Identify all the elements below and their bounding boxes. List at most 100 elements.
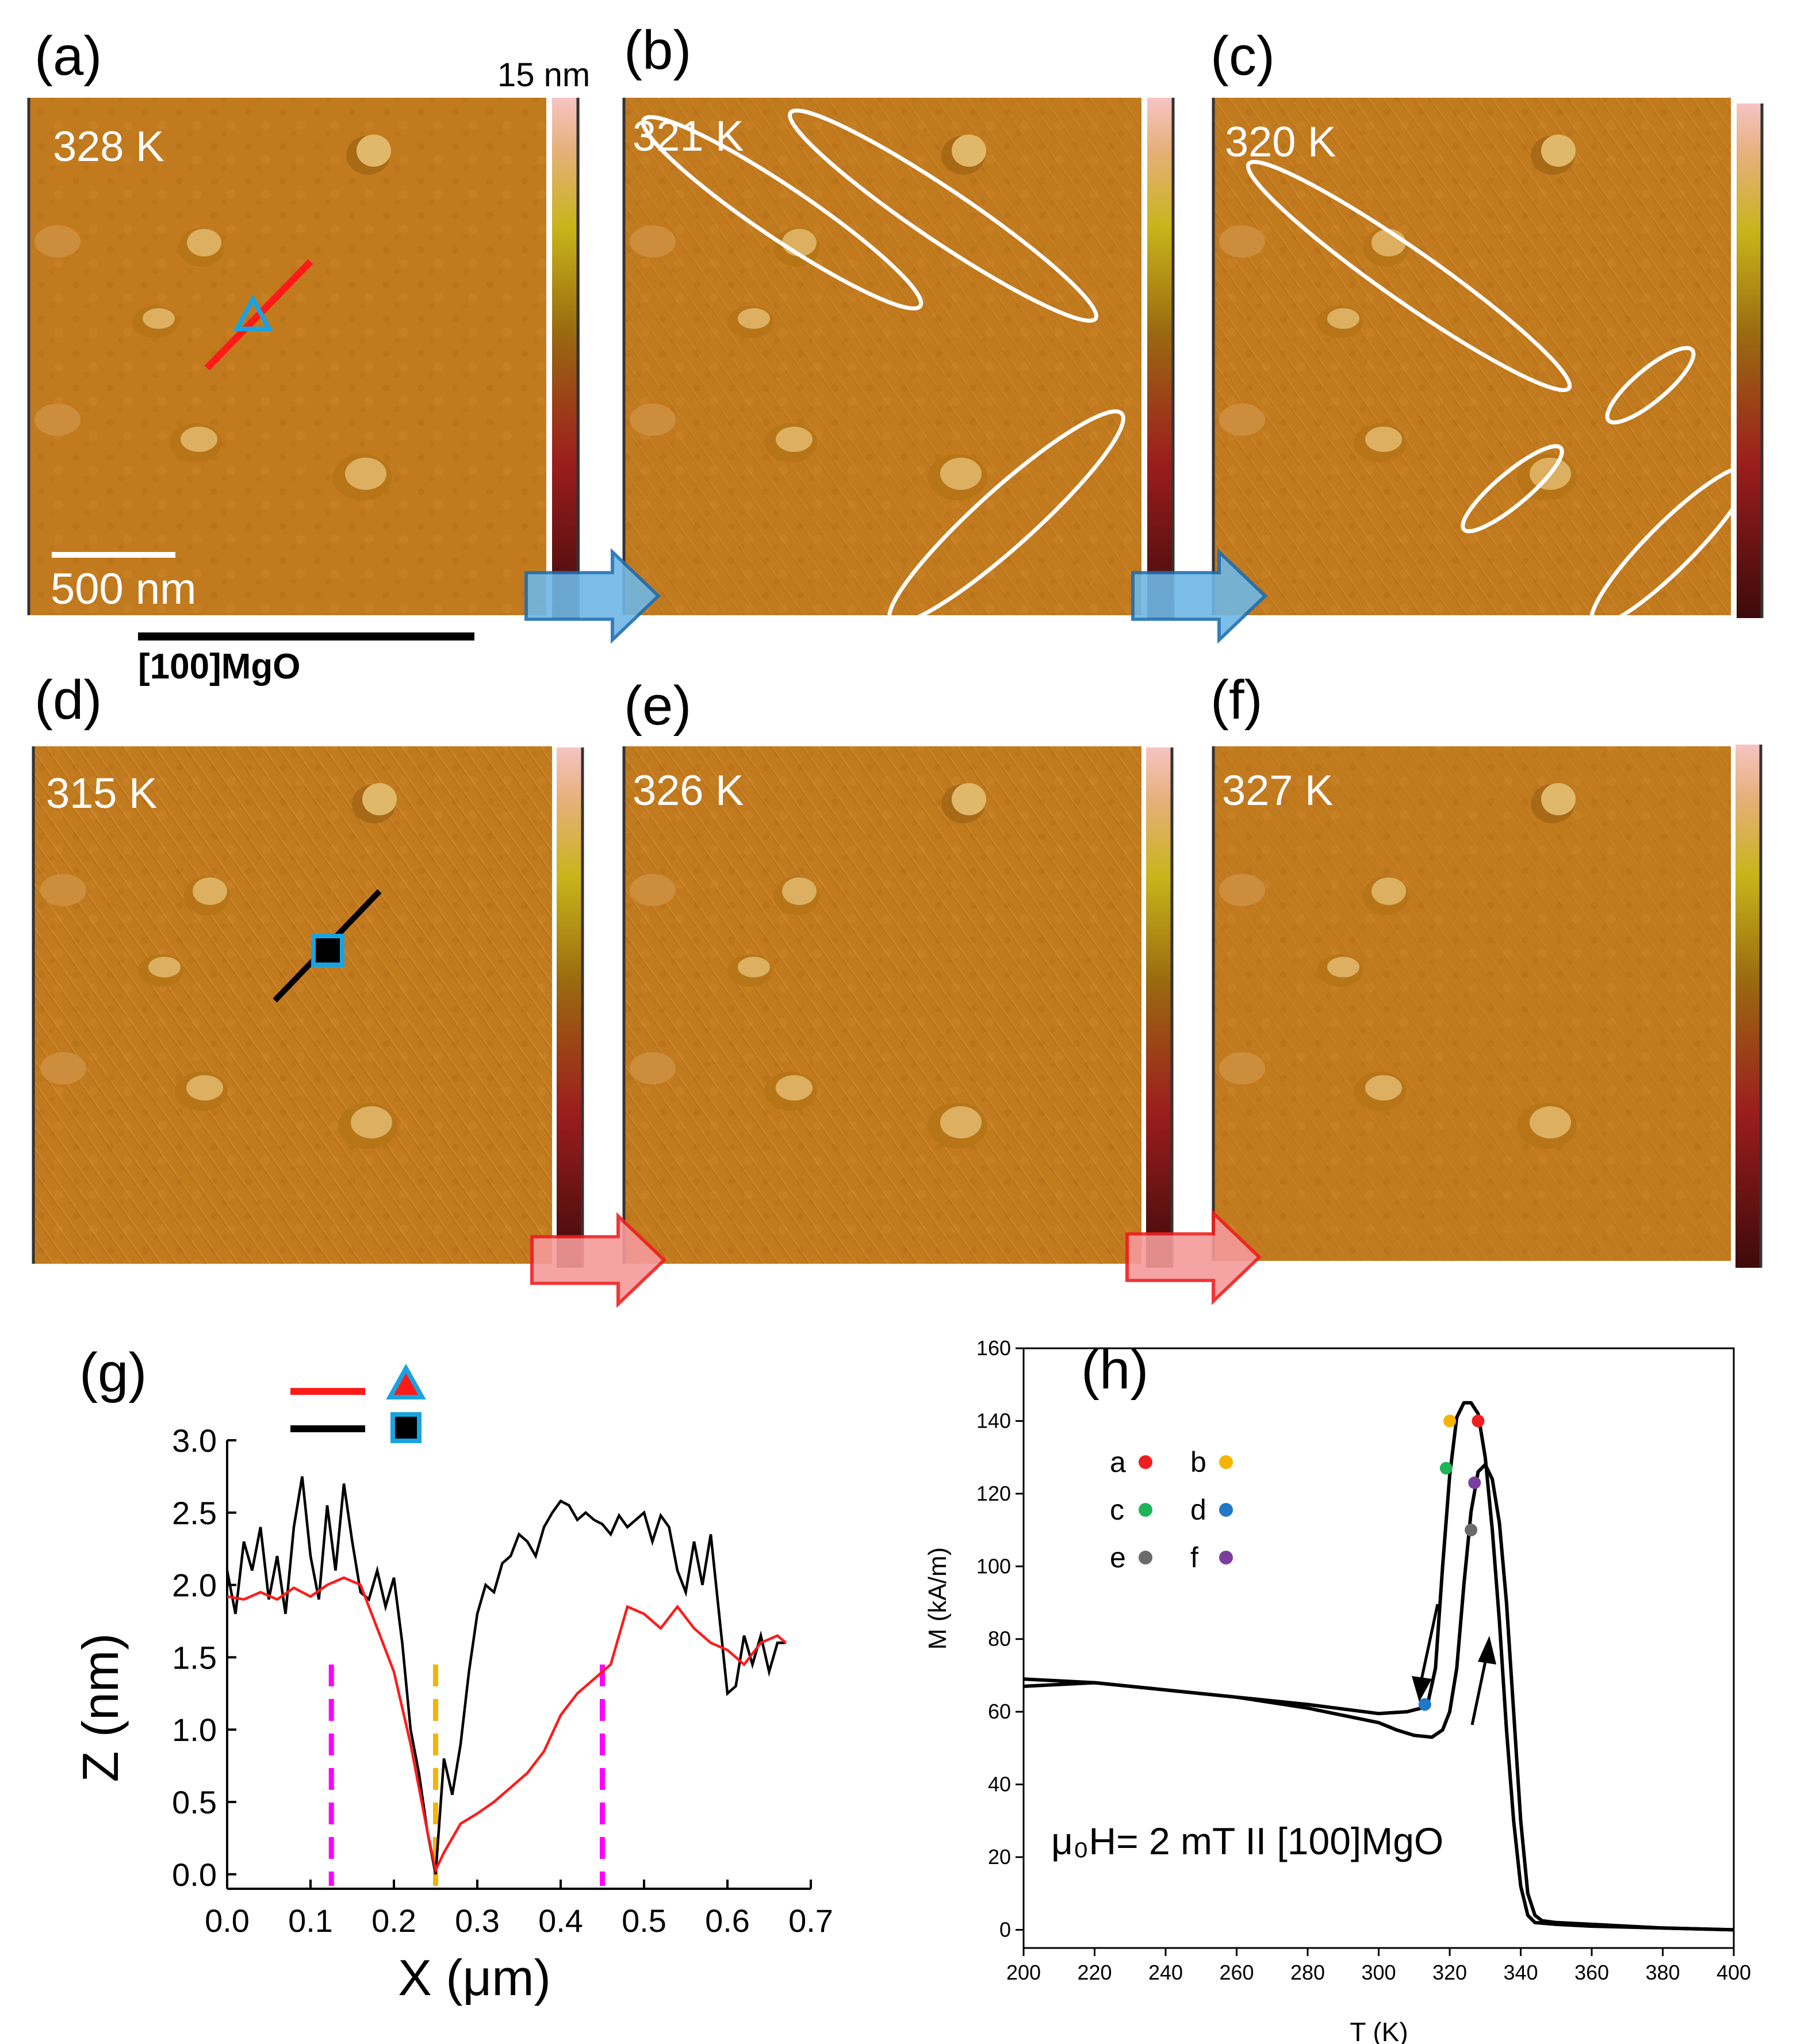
chart-g-y-tick-label: 1.0 <box>172 1712 217 1748</box>
panel-a: (a) 328 K 500 nm <box>27 25 546 615</box>
chart-h-x-tick-label: 340 <box>1503 1961 1538 1984</box>
chart-h-y-tick-label: 20 <box>988 1845 1011 1869</box>
chart-g-x-tick-label: 0.2 <box>371 1903 416 1939</box>
colorbar-max-label: 15 nm <box>497 56 590 94</box>
panel-b-label: (b) <box>624 20 691 81</box>
panel-d-temperature: 315 K <box>46 769 157 817</box>
chart-h-x-tick-label: 380 <box>1645 1961 1680 1984</box>
chart-g-y-tick-label: 3.0 <box>172 1422 217 1459</box>
domain-ellipse <box>641 115 924 310</box>
chart-g-series-black <box>225 1476 786 1875</box>
chart-h-x-tick-label: 360 <box>1574 1961 1609 1984</box>
triangle-marker <box>233 294 273 331</box>
chart-h-legend-dot <box>1139 1503 1152 1517</box>
chart-h-y-tick-label: 120 <box>976 1482 1011 1505</box>
chart-h-xlabel: T (K) <box>1350 2017 1408 2044</box>
chart-g-y-tick-label: 2.0 <box>172 1567 217 1604</box>
chart-h-legend-dot <box>1139 1551 1152 1564</box>
chart-h-y-tick-label: 140 <box>976 1409 1011 1432</box>
direction-label: [100]MgO <box>138 647 300 687</box>
chart-h-legend-dot <box>1219 1551 1233 1564</box>
square-marker <box>311 934 344 967</box>
chart-h-x-tick-label: 320 <box>1432 1961 1467 1984</box>
chart-h-x-tick-label: 260 <box>1219 1961 1254 1984</box>
chart-h-point-e <box>1465 1524 1478 1537</box>
chart-h-point-a <box>1472 1414 1485 1428</box>
panel-f-label: (f) <box>1210 669 1263 731</box>
colorbar-b <box>1147 98 1175 618</box>
cooling-arrowhead <box>1412 1676 1432 1702</box>
panel-e-label: (e) <box>624 675 691 737</box>
chart-h-y-tick-label: 60 <box>988 1700 1011 1723</box>
chart-g-x-tick-label: 0.3 <box>455 1903 500 1939</box>
chart-h-x-tick-label: 300 <box>1361 1961 1396 1984</box>
chart-h-point-f <box>1468 1476 1481 1489</box>
scale-bar-label: 500 nm <box>51 565 197 613</box>
chart-g-x-tick-label: 0.6 <box>705 1903 750 1939</box>
chart-h-x-tick-label: 200 <box>1006 1961 1041 1984</box>
chart-h-x-tick-label: 280 <box>1290 1961 1325 1984</box>
domain-ellipse <box>788 108 1098 323</box>
chart-g-x-tick-label: 0.7 <box>788 1903 833 1939</box>
heating-arrowhead <box>1478 1636 1496 1665</box>
chart-g: (g) Z (nm) X (μm) 0.0 0.1 0.2 0.3 0.4 0.5 0.6 0… <box>72 1342 833 2006</box>
chart-h-y-tick-label: 40 <box>988 1773 1011 1796</box>
cooling-direction-arrow <box>1419 1604 1439 1685</box>
panel-a-temperature: 328 K <box>53 122 164 170</box>
chart-h-legend-dot <box>1139 1455 1152 1469</box>
chart-g-y-tick-label: 0.0 <box>172 1857 217 1893</box>
panel-d-label: (d) <box>35 669 102 731</box>
chart-h-y-tick-label: 80 <box>988 1627 1011 1651</box>
panel-a-label: (a) <box>35 25 102 87</box>
chart-h-annotation: μ₀H= 2 mT II [100]MgO <box>1051 1820 1443 1862</box>
panel-d: (d) 315 K <box>32 669 552 1264</box>
chart-g-ylabel: Z (nm) <box>72 1633 129 1782</box>
chart-g-xlabel: X (μm) <box>398 1949 551 2006</box>
profile-line-red <box>204 259 313 371</box>
colorbar-c <box>1737 103 1764 618</box>
panel-f: (f) 327 K <box>1210 669 1731 1261</box>
panel-f-temperature: 327 K <box>1222 766 1333 814</box>
domain-ellipse <box>1461 444 1564 534</box>
chart-h-legend-dot <box>1219 1455 1233 1469</box>
chart-h-series-heating <box>1023 1463 1734 1932</box>
chart-h-y-tick-label: 0 <box>999 1918 1011 1941</box>
legend-square-marker <box>390 1412 422 1443</box>
panel-e: (e) 326 K <box>622 675 1141 1264</box>
chart-h-y-tick-label: 100 <box>976 1554 1011 1578</box>
chart-h-legend-label: a <box>1110 1446 1126 1478</box>
chart-h-y-tick-label: 160 <box>976 1336 1011 1360</box>
chart-h-x-tick-label: 400 <box>1717 1961 1751 1984</box>
chart-g-x-tick-label: 0.0 <box>205 1903 250 1939</box>
chart-h: (h) M (kA/m) T (K) μ₀H= 2 mT II [100]MgO… <box>924 1336 1751 2044</box>
panel-e-temperature: 326 K <box>633 766 744 814</box>
colorbar-f <box>1735 745 1763 1268</box>
chart-h-ylabel: M (kA/m) <box>924 1547 952 1650</box>
panel-c-temperature: 320 K <box>1225 118 1336 166</box>
chart-g-x-tick-label: 0.1 <box>288 1903 333 1939</box>
domain-ellipse <box>887 409 1125 626</box>
chart-h-legend-label: c <box>1110 1494 1124 1526</box>
chart-h-legend-label: f <box>1190 1541 1198 1574</box>
chart-g-y-tick-label: 2.5 <box>172 1495 217 1531</box>
colorbar-d <box>557 747 584 1268</box>
legend-triangle-marker <box>386 1363 426 1399</box>
chart-h-point-d <box>1418 1698 1431 1711</box>
colorbar-a: 15 nm <box>497 56 590 618</box>
panel-c: (c) 320 K <box>1210 25 1752 627</box>
heating-direction-arrow <box>1470 1655 1488 1725</box>
chart-g-x-tick-label: 0.5 <box>622 1903 666 1939</box>
chart-h-legend-label: d <box>1190 1494 1206 1526</box>
chart-h-x-tick-label: 220 <box>1077 1961 1112 1984</box>
colorbar-e <box>1146 747 1174 1268</box>
panel-b: (b) 321 K <box>622 20 1141 626</box>
chart-h-point-c <box>1439 1462 1453 1475</box>
chart-g-panel-label: (g) <box>79 1342 147 1403</box>
domain-ellipse <box>1605 346 1696 425</box>
chart-g-x-tick-label: 0.4 <box>538 1903 583 1939</box>
chart-g-series-red <box>227 1576 787 1874</box>
chart-h-point-b <box>1443 1414 1456 1428</box>
chart-h-legend-label: b <box>1190 1446 1206 1478</box>
chart-h-panel-label: (h) <box>1081 1339 1148 1401</box>
